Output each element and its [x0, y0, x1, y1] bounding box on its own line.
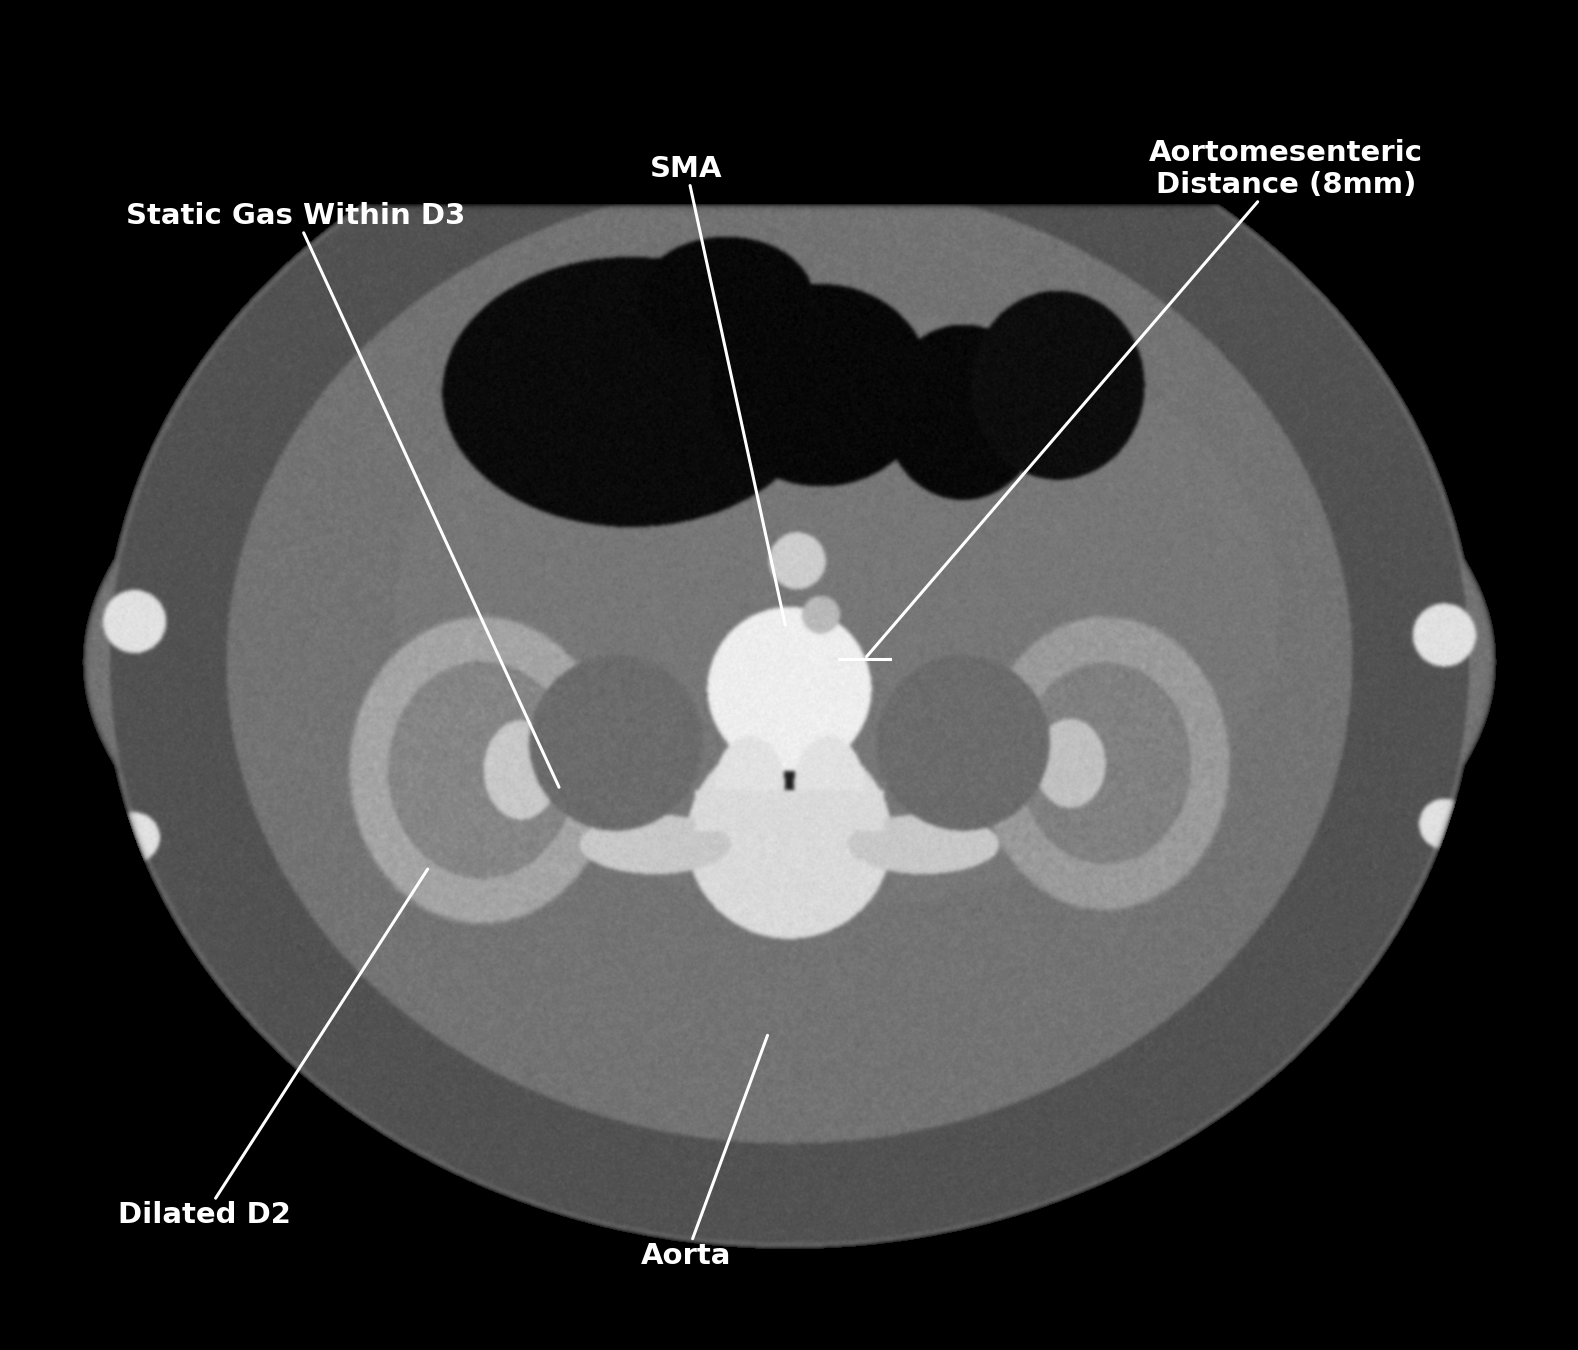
Text: Aortomesenteric
Distance (8mm): Aortomesenteric Distance (8mm) [866, 139, 1423, 656]
Text: Dilated D2: Dilated D2 [118, 869, 428, 1228]
Text: SMA: SMA [650, 155, 786, 625]
Text: Static Gas Within D3: Static Gas Within D3 [126, 202, 559, 787]
Text: Aorta: Aorta [641, 1035, 767, 1269]
